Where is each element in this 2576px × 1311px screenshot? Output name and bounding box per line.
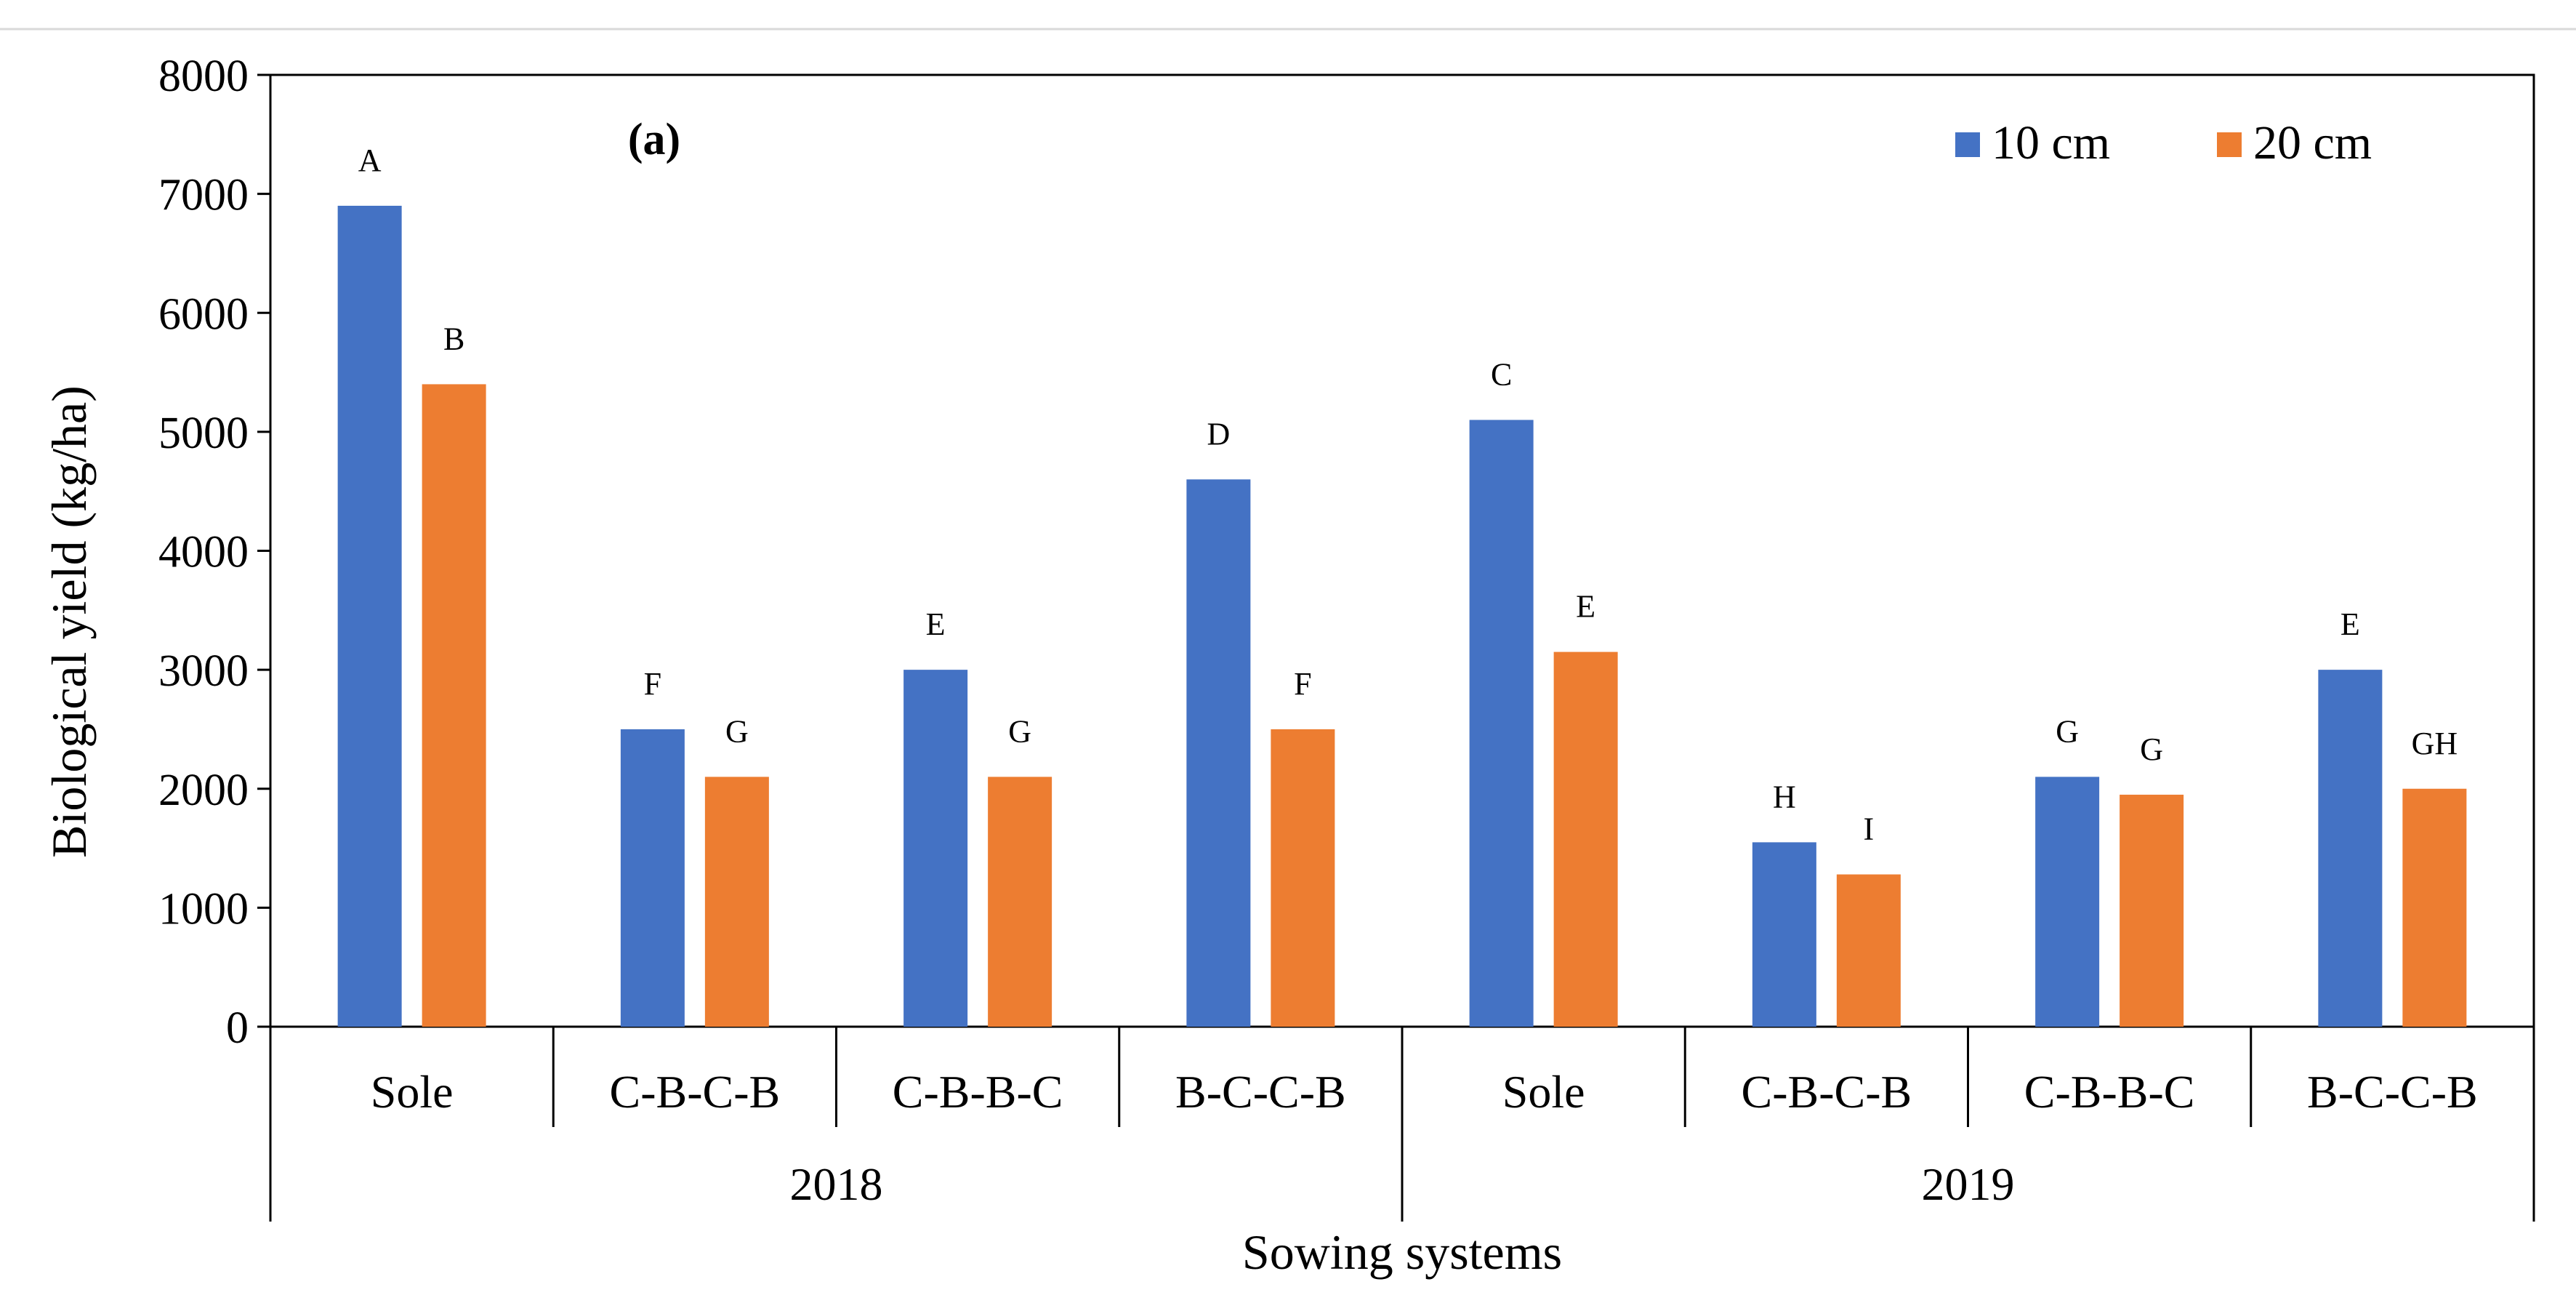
significance-letter: C [1491,357,1512,393]
y-tick-label: 5000 [158,409,249,458]
x-axis-label: Sowing systems [1242,1224,1562,1280]
legend-label: 10 cm [1992,116,2110,169]
significance-letter: E [1576,589,1595,625]
y-tick-label: 8000 [158,52,249,101]
x-category-label: C-B-B-C [2024,1066,2195,1118]
x-category-label: Sole [371,1066,454,1118]
group-label: 2019 [1922,1158,2015,1210]
significance-letter: GH [2412,726,2458,761]
significance-letter: G [2140,731,2163,767]
y-tick-label: 0 [226,1003,249,1053]
y-tick-label: 1000 [158,884,249,934]
significance-letter: E [926,606,946,642]
legend-swatch-10cm [1955,132,1980,157]
y-tick-label: 3000 [158,646,249,696]
significance-letter: G [725,713,749,749]
significance-letter: F [644,666,661,702]
y-tick-label: 4000 [158,528,249,577]
y-axis-label: Biological yield (kg/ha) [41,385,97,858]
bar-20cm [1271,729,1335,1027]
x-category-label: Sole [1502,1066,1585,1118]
significance-letter: G [2056,713,2079,749]
significance-letter: A [358,143,382,178]
bar-10cm [1469,420,1534,1027]
bar-10cm [2035,777,2100,1027]
significance-letter: F [1294,666,1311,702]
bar-20cm [2402,788,2467,1027]
x-category-label: B-C-C-B [2307,1066,2478,1118]
x-category-label: C-B-C-B [610,1066,781,1118]
y-tick-label: 2000 [158,766,249,815]
significance-letter: D [1207,416,1230,452]
significance-letter: I [1864,811,1875,847]
bar-20cm [988,777,1052,1027]
x-category-label: C-B-B-C [893,1066,1063,1118]
panel-label: (a) [628,115,680,164]
bar-20cm [1836,874,1901,1027]
legend-swatch-20cm [2217,132,2242,157]
x-category-label: B-C-C-B [1175,1066,1346,1118]
bar-10cm [620,729,685,1027]
bar-10cm [903,670,968,1027]
y-tick-label: 7000 [158,171,249,220]
group-label: 2018 [790,1158,883,1210]
plot-area-frame [269,73,2535,1028]
bar-10cm [337,205,402,1027]
bar-20cm [704,777,769,1027]
x-category-label: C-B-C-B [1742,1066,1912,1118]
bar-20cm [422,384,486,1027]
significance-letter: B [443,321,464,356]
y-tick-label: 6000 [158,289,249,339]
significance-letter: E [2340,606,2360,642]
legend-label: 20 cm [2253,116,2372,169]
bar-10cm [1752,842,1816,1027]
bar-10cm [2318,670,2383,1027]
bar-20cm [1553,652,1618,1027]
bar-20cm [2120,794,2184,1027]
significance-letter: H [1773,779,1796,814]
significance-letter: G [1008,713,1031,749]
bar-10cm [1186,479,1251,1027]
